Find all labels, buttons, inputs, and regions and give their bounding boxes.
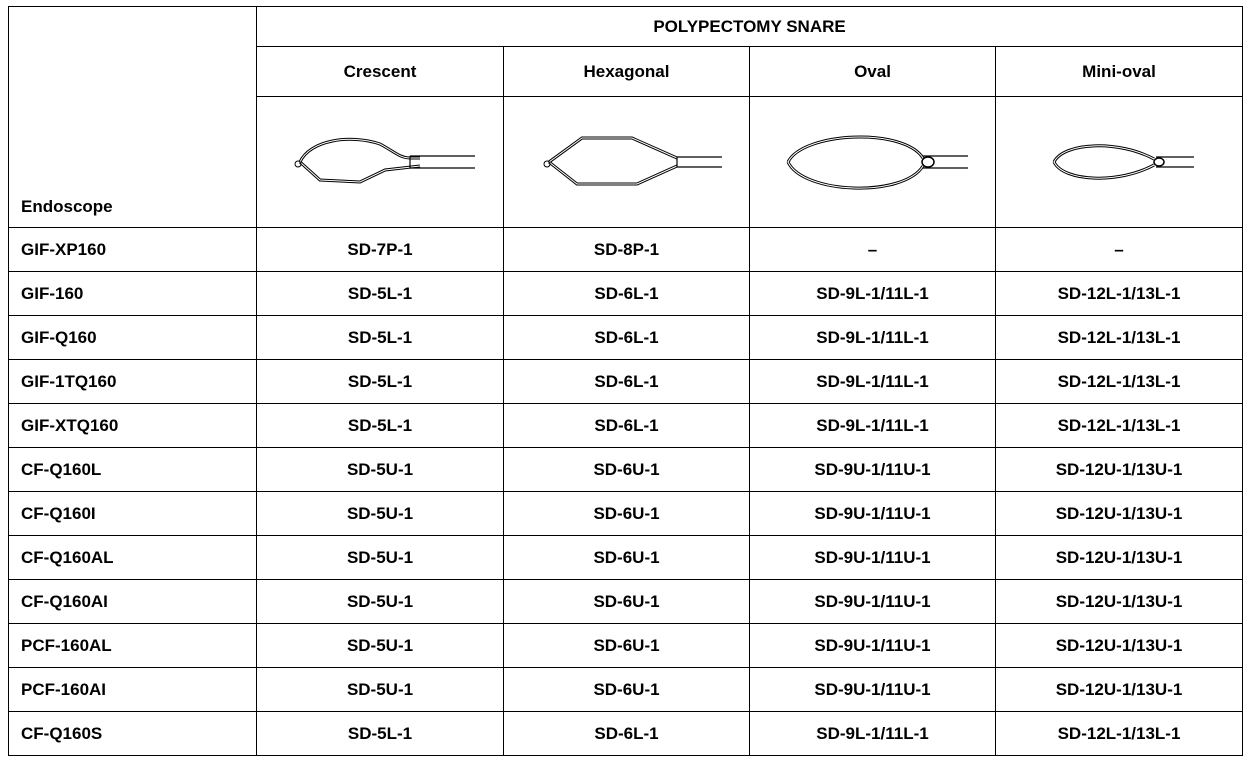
snare-cell: SD-6L-1 bbox=[503, 271, 750, 316]
snare-cell: – bbox=[749, 227, 996, 272]
snare-cell: SD-5L-1 bbox=[256, 271, 504, 316]
snare-cell: SD-5L-1 bbox=[256, 359, 504, 404]
snare-cell: SD-9L-1/11L-1 bbox=[749, 359, 996, 404]
endoscope-cell: CF-Q160L bbox=[8, 447, 257, 492]
snare-cell: SD-6L-1 bbox=[503, 403, 750, 448]
snare-cell: SD-12L-1/13L-1 bbox=[994, 359, 1244, 404]
snare-image bbox=[256, 96, 504, 228]
snare-cell: SD-5U-1 bbox=[256, 623, 504, 668]
endoscope-cell: PCF-160AI bbox=[8, 667, 257, 712]
snare-cell: SD-12L-1/13L-1 bbox=[994, 315, 1244, 360]
snare-cell: SD-12L-1/13L-1 bbox=[994, 403, 1244, 448]
snare-cell: SD-6L-1 bbox=[503, 711, 750, 756]
table-row: GIF-XTQ160 SD-5L-1 SD-6L-1 SD-9L-1/11L-1 SD-… bbox=[8, 403, 1244, 448]
table-row: GIF-1TQ160 SD-5L-1 SD-6L-1 SD-9L-1/11L-1 SD-… bbox=[8, 359, 1244, 404]
snare-cell: SD-12U-1/13U-1 bbox=[994, 579, 1244, 624]
snare-cell: SD-9U-1/11U-1 bbox=[749, 579, 996, 624]
table-row: CF-Q160I SD-5U-1 SD-6U-1 SD-9U-1/11U-1 SD-12… bbox=[8, 491, 1244, 536]
table-row: GIF-Q160 SD-5L-1 SD-6L-1 SD-9L-1/11L-1 SD-12… bbox=[8, 315, 1244, 360]
snare-table: Endoscope POLYPECTOMY SNARE Crescent Hexa… bbox=[8, 6, 1244, 756]
snare-cell: SD-9U-1/11U-1 bbox=[749, 447, 996, 492]
snare-cell: SD-12L-1/13L-1 bbox=[994, 271, 1244, 316]
hexagonal-snare bbox=[543, 136, 722, 186]
snare-image bbox=[749, 96, 996, 228]
snare-cell: SD-5L-1 bbox=[256, 315, 504, 360]
column-header: Mini-oval bbox=[994, 46, 1244, 97]
snare-cell: SD-12L-1/13L-1 bbox=[994, 711, 1244, 756]
snare-cell: – bbox=[994, 227, 1244, 272]
endoscope-cell: PCF-160AL bbox=[8, 623, 257, 668]
table-row: GIF-160 SD-5L-1 SD-6L-1 SD-9L-1/11L-1 SD-12L… bbox=[8, 271, 1244, 316]
mini-oval-snare bbox=[1052, 144, 1195, 180]
snare-cell: SD-5U-1 bbox=[256, 535, 504, 580]
snare-cell: SD-5U-1 bbox=[256, 447, 504, 492]
snare-cell: SD-5U-1 bbox=[256, 491, 504, 536]
column-header: Crescent bbox=[256, 46, 504, 97]
snare-cell: SD-5L-1 bbox=[256, 711, 504, 756]
snare-cell: SD-5U-1 bbox=[256, 579, 504, 624]
corner-header: Endoscope bbox=[8, 6, 257, 228]
snare-cell: SD-6U-1 bbox=[503, 447, 750, 492]
endoscope-cell: CF-Q160AL bbox=[8, 535, 257, 580]
endoscope-cell: GIF-XP160 bbox=[8, 227, 257, 272]
table-row: CF-Q160S SD-5L-1 SD-6L-1 SD-9L-1/11L-1 SD-12… bbox=[8, 711, 1244, 756]
table-row: CF-Q160AL SD-5U-1 SD-6U-1 SD-9U-1/11U-1 SD-1… bbox=[8, 535, 1244, 580]
endoscope-cell: GIF-Q160 bbox=[8, 315, 257, 360]
endoscope-cell: CF-Q160AI bbox=[8, 579, 257, 624]
snare-cell: SD-9L-1/11L-1 bbox=[749, 403, 996, 448]
table-row: CF-Q160L SD-5U-1 SD-6U-1 SD-9U-1/11U-1 SD-12… bbox=[8, 447, 1244, 492]
snare-cell: SD-9L-1/11L-1 bbox=[749, 315, 996, 360]
snare-cell: SD-6U-1 bbox=[503, 491, 750, 536]
snare-cell: SD-12U-1/13U-1 bbox=[994, 623, 1244, 668]
group-header: POLYPECTOMY SNARE bbox=[255, 6, 1244, 47]
snare-cell: SD-12U-1/13U-1 bbox=[994, 535, 1244, 580]
endoscope-cell: GIF-160 bbox=[8, 271, 257, 316]
snare-cell: SD-12U-1/13U-1 bbox=[994, 667, 1244, 712]
snare-cell: SD-9L-1/11L-1 bbox=[749, 271, 996, 316]
snare-cell: SD-9U-1/11U-1 bbox=[749, 623, 996, 668]
column-header: Hexagonal bbox=[503, 46, 750, 97]
snare-cell: SD-6L-1 bbox=[503, 359, 750, 404]
snare-cell: SD-9L-1/11L-1 bbox=[749, 711, 996, 756]
endoscope-cell: GIF-XTQ160 bbox=[8, 403, 257, 448]
snare-cell: SD-7P-1 bbox=[256, 227, 504, 272]
snare-cell: SD-12U-1/13U-1 bbox=[994, 491, 1244, 536]
snare-cell: SD-6U-1 bbox=[503, 623, 750, 668]
snare-cell: SD-6U-1 bbox=[503, 667, 750, 712]
endoscope-cell: CF-Q160I bbox=[8, 491, 257, 536]
table-row: PCF-160AI SD-5U-1 SD-6U-1 SD-9U-1/11U-1 SD-1… bbox=[8, 667, 1244, 712]
column-header: Oval bbox=[749, 46, 996, 97]
snare-cell: SD-8P-1 bbox=[503, 227, 750, 272]
snare-cell: SD-5L-1 bbox=[256, 403, 504, 448]
endoscope-cell: CF-Q160S bbox=[8, 711, 257, 756]
crescent-snare bbox=[294, 137, 475, 184]
snare-cell: SD-9U-1/11U-1 bbox=[749, 535, 996, 580]
snare-cell: SD-9U-1/11U-1 bbox=[749, 667, 996, 712]
snare-cell: SD-6L-1 bbox=[503, 315, 750, 360]
snare-cell: SD-5U-1 bbox=[256, 667, 504, 712]
snare-cell: SD-12U-1/13U-1 bbox=[994, 447, 1244, 492]
endoscope-cell: GIF-1TQ160 bbox=[8, 359, 257, 404]
snare-cell: SD-6U-1 bbox=[503, 579, 750, 624]
table-row: GIF-XP160 SD-7P-1 SD-8P-1– – bbox=[8, 227, 1244, 272]
oval-snare bbox=[786, 135, 968, 190]
table-row: PCF-160AL SD-5U-1 SD-6U-1 SD-9U-1/11U-1 SD-1… bbox=[8, 623, 1244, 668]
table-row: CF-Q160AI SD-5U-1 SD-6U-1 SD-9U-1/11U-1 SD-1… bbox=[8, 579, 1244, 624]
snare-cell: SD-6U-1 bbox=[503, 535, 750, 580]
snare-cell: SD-9U-1/11U-1 bbox=[749, 491, 996, 536]
snare-image bbox=[503, 96, 750, 228]
snare-image bbox=[994, 96, 1244, 228]
